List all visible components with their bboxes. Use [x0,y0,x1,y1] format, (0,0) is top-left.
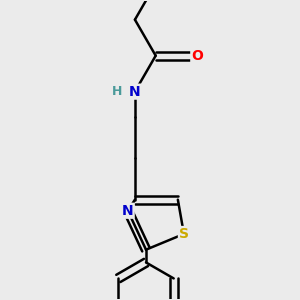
Text: O: O [191,49,203,63]
Text: S: S [179,227,189,241]
Text: H: H [112,85,122,98]
Text: N: N [129,85,141,99]
Text: N: N [122,204,134,218]
